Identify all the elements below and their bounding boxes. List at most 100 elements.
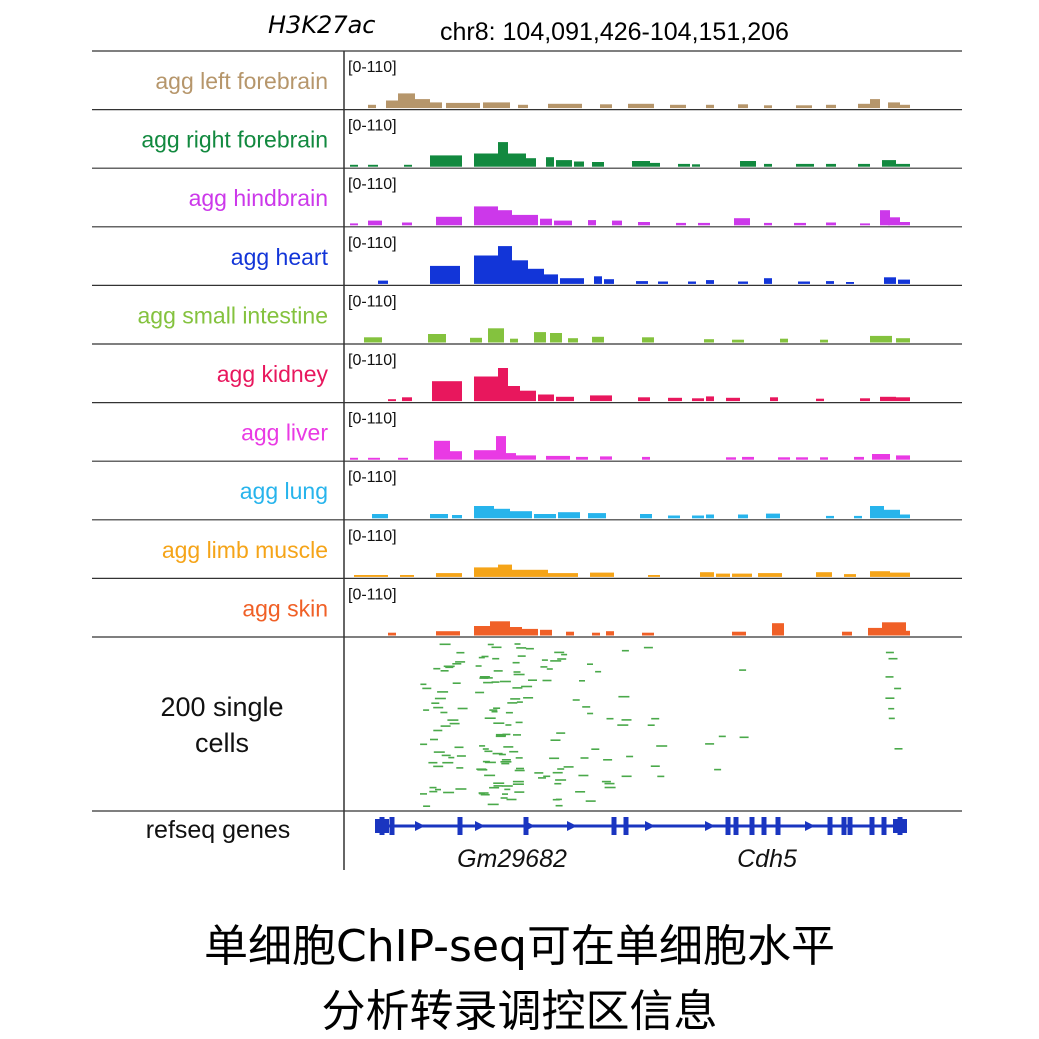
signal-bar bbox=[700, 572, 714, 577]
cell-tick bbox=[546, 668, 553, 670]
cell-tick bbox=[587, 663, 593, 665]
exon bbox=[897, 817, 903, 835]
cell-tick bbox=[543, 775, 551, 778]
signal-bar bbox=[488, 328, 504, 343]
cell-tick bbox=[439, 643, 451, 646]
exon bbox=[761, 817, 767, 835]
signal-bar bbox=[732, 573, 752, 577]
cell-tick bbox=[618, 695, 630, 698]
cell-tick bbox=[477, 769, 488, 771]
cell-tick bbox=[455, 788, 467, 790]
cell-tick bbox=[500, 797, 508, 799]
signal-bar bbox=[576, 456, 588, 460]
signal-bar bbox=[512, 214, 538, 226]
signal-bar bbox=[592, 162, 604, 167]
exon bbox=[841, 817, 847, 835]
cell-tick bbox=[429, 790, 438, 793]
single-cell-raster bbox=[92, 643, 962, 812]
track-3: agg heart [0-110] bbox=[92, 235, 962, 286]
cell-tick bbox=[514, 769, 525, 772]
gene-name-cdh5: Cdh5 bbox=[737, 845, 797, 873]
cell-tick bbox=[482, 760, 490, 763]
signal-bar bbox=[734, 218, 750, 226]
cell-tick bbox=[504, 788, 511, 791]
signal-bar bbox=[898, 279, 910, 284]
signal-bar bbox=[554, 220, 572, 226]
cell-tick bbox=[487, 803, 499, 806]
track-range: [0-110] bbox=[348, 235, 397, 252]
signal-bar bbox=[522, 628, 538, 636]
signal-bar bbox=[558, 512, 580, 519]
exon bbox=[725, 817, 731, 835]
cell-tick bbox=[591, 748, 600, 750]
cell-tick bbox=[540, 666, 548, 668]
signal-bar bbox=[896, 338, 910, 343]
cell-tick bbox=[491, 710, 498, 713]
signal-bar bbox=[496, 436, 506, 460]
cell-tick bbox=[888, 707, 895, 710]
track-label: agg kidney bbox=[217, 361, 329, 387]
signal-bar bbox=[364, 337, 382, 343]
signal-bar bbox=[860, 223, 870, 226]
signal-bar bbox=[758, 573, 782, 577]
signal-bar bbox=[534, 332, 546, 343]
signal-bar bbox=[860, 398, 870, 402]
signal-bar bbox=[772, 623, 784, 636]
signal-bar bbox=[518, 104, 528, 109]
signal-bar bbox=[510, 511, 532, 519]
signal-bar bbox=[538, 394, 554, 402]
cell-tick bbox=[538, 777, 546, 779]
signal-bar bbox=[870, 506, 884, 519]
signal-bar bbox=[778, 457, 790, 460]
cell-tick bbox=[606, 717, 614, 720]
signal-bar bbox=[592, 632, 600, 636]
cell-tick bbox=[739, 669, 747, 671]
cell-tick bbox=[523, 697, 534, 699]
cell-tick bbox=[440, 725, 451, 727]
signal-bar bbox=[430, 102, 442, 109]
cell-tick bbox=[554, 651, 565, 654]
cell-tick bbox=[479, 676, 490, 678]
signal-bar bbox=[590, 395, 612, 402]
cell-tick bbox=[626, 755, 634, 758]
signal-bar bbox=[574, 161, 584, 167]
track-range: [0-110] bbox=[348, 118, 397, 135]
track-5: agg kidney [0-110] bbox=[92, 352, 962, 404]
signal-bar bbox=[594, 276, 602, 284]
cell-tick bbox=[550, 739, 561, 741]
signal-bar bbox=[896, 397, 910, 402]
cell-tick bbox=[521, 685, 533, 688]
signal-bar bbox=[474, 567, 498, 577]
cell-tick bbox=[552, 771, 563, 774]
signal-bar bbox=[816, 398, 824, 402]
signal-bar bbox=[544, 274, 558, 284]
cell-tick bbox=[505, 724, 512, 726]
cell-tick bbox=[561, 653, 568, 656]
signal-bar bbox=[498, 142, 508, 167]
signal-bar bbox=[882, 622, 906, 636]
signal-bar bbox=[868, 627, 882, 636]
cell-tick bbox=[885, 651, 894, 654]
signal-bar bbox=[900, 514, 910, 519]
cell-tick bbox=[431, 702, 440, 704]
signal-bar bbox=[436, 216, 462, 226]
signal-bar bbox=[566, 631, 574, 636]
cell-tick bbox=[512, 661, 520, 664]
strand-arrow bbox=[525, 821, 535, 831]
signal-bar bbox=[820, 457, 828, 460]
gene-body bbox=[375, 824, 907, 828]
cell-tick bbox=[454, 746, 464, 749]
signal-bar bbox=[606, 631, 614, 636]
cell-tick bbox=[443, 791, 455, 794]
cell-tick bbox=[621, 775, 632, 778]
cell-tick bbox=[487, 643, 494, 646]
signal-bar bbox=[706, 104, 714, 109]
cell-tick bbox=[714, 768, 722, 771]
signal-bar bbox=[872, 454, 890, 460]
cell-tick bbox=[647, 724, 655, 726]
signal-bar bbox=[642, 632, 654, 636]
cell-tick bbox=[516, 767, 524, 770]
cell-tick bbox=[423, 805, 431, 807]
cell-tick bbox=[621, 649, 629, 652]
